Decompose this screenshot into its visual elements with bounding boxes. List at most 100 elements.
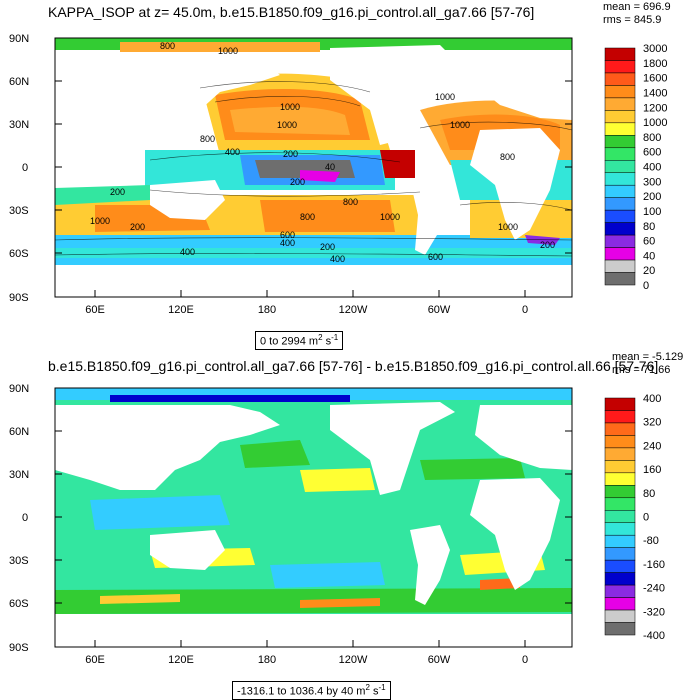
colorbar-label: 1600 — [643, 73, 667, 85]
colorbar-swatch — [604, 272, 636, 286]
lon-label: 0 — [522, 654, 528, 666]
land-eurasia — [55, 405, 280, 490]
lat-label: 60N — [9, 426, 29, 438]
contour-label: 600 — [280, 230, 295, 240]
bottom-range-sup: 2 — [365, 683, 370, 692]
contour-label: 200 — [290, 177, 305, 187]
bottom-colorbar: 400 320 240 160 80 0 -80 -160 -240 -320 -400 — [604, 393, 665, 642]
colorbar-swatch — [604, 534, 636, 548]
top-range-box: 0 to 2994 m2 s-1 — [255, 331, 344, 350]
colorbar-swatch — [604, 584, 636, 598]
colorbar-label: 1000 — [643, 117, 667, 129]
colorbar-swatch — [604, 559, 636, 573]
lat-label: 90N — [9, 383, 29, 395]
top-range-sup2: -1 — [331, 333, 339, 342]
colorbar-label: 200 — [643, 191, 661, 203]
contour-label: 200 — [540, 240, 555, 250]
colorbar-label: 20 — [643, 265, 655, 277]
contour-label: 1000 — [498, 222, 518, 232]
contour-label: 800 — [160, 41, 175, 51]
colorbar-label: 300 — [643, 176, 661, 188]
lon-label: 120E — [168, 304, 194, 316]
colorbar-swatch — [604, 110, 636, 124]
colorbar-swatch — [604, 435, 636, 449]
contour-label: 800 — [500, 152, 515, 162]
bottom-range-box: -1316.1 to 1036.4 by 40 m2 s-1 — [232, 681, 391, 700]
colorbar-swatch — [604, 522, 636, 536]
colorbar-swatch — [604, 72, 636, 86]
lat-label: 90S — [9, 292, 29, 304]
contour-label: 400 — [225, 147, 240, 157]
contour-label: 800 — [343, 197, 358, 207]
contour-label: 200 — [110, 187, 125, 197]
bottom-rms-label: rms = 71.66 — [612, 364, 671, 376]
contour-label: 1000 — [277, 120, 297, 130]
colorbar-swatch — [604, 597, 636, 611]
land-eurasia — [55, 52, 280, 140]
colorbar-label: 160 — [643, 464, 661, 476]
lon-label: 60E — [85, 654, 105, 666]
lat-label: 30S — [9, 555, 29, 567]
colorbar-label: 100 — [643, 206, 661, 218]
colorbar-swatch — [604, 122, 636, 136]
lat-label: 60S — [9, 598, 29, 610]
lon-label: 60E — [85, 304, 105, 316]
colorbar-swatch — [604, 147, 636, 161]
colorbar-swatch — [604, 172, 636, 186]
top-rms-label: rms = 845.9 — [603, 14, 662, 26]
contour-label: 200 — [283, 149, 298, 159]
colorbar-label: 400 — [643, 393, 661, 405]
top-colorbar: 3000180016001400120010008006004003002001… — [604, 43, 667, 292]
colorbar-swatch — [604, 85, 636, 99]
colorbar-swatch — [604, 259, 636, 273]
bottom-range-unit: s — [369, 685, 379, 698]
top-ocean-field: 800 1000 1000 1000 1000 1000 1000 400 20… — [55, 38, 572, 297]
colorbar-swatch — [604, 47, 636, 61]
contour-label: 1000 — [280, 102, 300, 112]
colorbar-swatch — [604, 510, 636, 523]
colorbar-label: 800 — [643, 132, 661, 144]
colorbar-swatch — [604, 547, 636, 561]
colorbar-swatch — [604, 485, 636, 499]
contour-label: 200 — [320, 242, 335, 252]
land-africa — [470, 478, 560, 590]
top-contour-labels: 800 1000 1000 1000 1000 1000 1000 400 20… — [90, 41, 555, 264]
bottom-map-panel: b.e15.B1850.f09_g16.pi_control.all_ga7.6… — [0, 350, 700, 700]
top-map-panel: KAPPA_ISOP at z= 45.0m, b.e15.B1850.f09_… — [9, 1, 671, 350]
colorbar-label: 1200 — [643, 102, 667, 114]
colorbar-label: 0 — [643, 512, 649, 524]
colorbar-swatch — [604, 135, 636, 149]
colorbar-swatch — [604, 209, 636, 223]
colorbar-label: 240 — [643, 440, 661, 452]
colorbar-label: -240 — [643, 583, 665, 595]
colorbar-label: 320 — [643, 417, 661, 429]
colorbar-swatch — [604, 247, 636, 261]
lon-label: 180 — [258, 304, 276, 316]
colorbar-swatch — [604, 609, 636, 623]
colorbar-swatch — [604, 410, 636, 424]
colorbar-swatch — [604, 622, 636, 636]
colorbar-swatch — [604, 572, 636, 586]
land-antarctica — [55, 268, 572, 297]
land-south-america — [410, 525, 450, 605]
land-africa — [470, 128, 560, 240]
colorbar-swatch — [604, 97, 636, 111]
land-australia — [150, 180, 225, 220]
colorbar-swatch — [604, 197, 636, 211]
bottom-lat-labels: 90N 60N 30N 0 30S 60S 90S — [9, 383, 29, 654]
bottom-lon-labels: 60E 120E 180 120W 60W 0 — [85, 654, 528, 666]
contour-label: 800 — [200, 134, 215, 144]
colorbar-swatch — [604, 184, 636, 198]
colorbar-swatch — [604, 60, 636, 74]
lat-label: 30N — [9, 119, 29, 131]
bottom-map-svg: 90N 60N 30N 0 30S 60S 90S 60E 120E 180 1… — [9, 383, 665, 666]
colorbar-swatch — [604, 422, 636, 436]
top-map-title: KAPPA_ISOP at z= 45.0m, b.e15.B1850.f09_… — [48, 4, 535, 20]
colorbar-swatch — [604, 447, 636, 461]
colorbar-swatch — [604, 460, 636, 474]
colorbar-label: 40 — [643, 250, 655, 262]
colorbar-label: 80 — [643, 221, 655, 233]
colorbar-label: 400 — [643, 162, 661, 174]
lon-label: 120W — [339, 304, 368, 316]
lon-label: 120W — [339, 654, 368, 666]
